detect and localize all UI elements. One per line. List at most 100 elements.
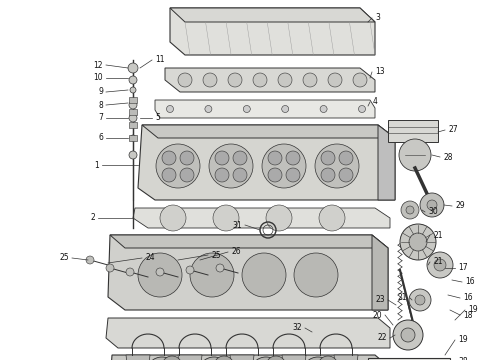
Text: 11: 11 (155, 55, 165, 64)
Circle shape (266, 205, 292, 231)
Circle shape (162, 168, 176, 182)
Circle shape (339, 168, 353, 182)
Circle shape (427, 200, 437, 210)
Text: 32: 32 (293, 324, 302, 333)
Text: 19: 19 (458, 336, 467, 345)
Circle shape (286, 168, 300, 182)
Circle shape (156, 268, 164, 276)
Circle shape (205, 105, 212, 112)
Circle shape (282, 105, 289, 112)
Text: 27: 27 (448, 126, 458, 135)
Text: 4: 4 (373, 98, 378, 107)
Circle shape (167, 105, 173, 112)
Text: 13: 13 (375, 68, 385, 77)
Polygon shape (138, 125, 395, 200)
Circle shape (303, 73, 317, 87)
Text: 7: 7 (98, 113, 103, 122)
Circle shape (215, 151, 229, 165)
Text: 20: 20 (372, 310, 382, 320)
Text: 2: 2 (90, 213, 95, 222)
Text: 9: 9 (98, 87, 103, 96)
Circle shape (250, 357, 282, 360)
Circle shape (318, 356, 338, 360)
Circle shape (214, 356, 234, 360)
Circle shape (129, 114, 137, 122)
Circle shape (180, 168, 194, 182)
Text: 25: 25 (59, 253, 69, 262)
Polygon shape (170, 8, 375, 55)
Text: 31: 31 (232, 220, 242, 230)
Circle shape (162, 151, 176, 165)
Polygon shape (372, 235, 388, 310)
Polygon shape (334, 355, 358, 360)
Text: 30: 30 (428, 207, 438, 216)
Circle shape (160, 205, 186, 231)
Circle shape (409, 233, 427, 251)
Circle shape (198, 357, 230, 360)
Text: 23: 23 (375, 296, 385, 305)
Circle shape (242, 253, 286, 297)
Polygon shape (129, 135, 137, 141)
Text: 28: 28 (443, 153, 452, 162)
Polygon shape (142, 125, 395, 138)
Text: 5: 5 (155, 113, 160, 122)
Circle shape (315, 144, 359, 188)
Circle shape (106, 264, 114, 272)
Circle shape (138, 253, 182, 297)
Polygon shape (129, 97, 137, 103)
Text: 6: 6 (98, 134, 103, 143)
Polygon shape (170, 8, 375, 22)
Polygon shape (126, 355, 150, 360)
Circle shape (415, 295, 425, 305)
Text: 22: 22 (377, 333, 387, 342)
Polygon shape (230, 355, 254, 360)
Circle shape (130, 87, 136, 93)
Circle shape (233, 168, 247, 182)
Circle shape (319, 205, 345, 231)
Text: 18: 18 (463, 310, 472, 320)
Circle shape (321, 168, 335, 182)
Circle shape (286, 151, 300, 165)
Circle shape (420, 193, 444, 217)
Text: 12: 12 (94, 60, 103, 69)
Circle shape (156, 144, 200, 188)
Circle shape (427, 252, 453, 278)
Circle shape (400, 224, 436, 260)
Polygon shape (129, 109, 137, 115)
Circle shape (126, 268, 134, 276)
Text: 21: 21 (433, 257, 442, 266)
Circle shape (339, 151, 353, 165)
Polygon shape (106, 318, 390, 348)
Circle shape (434, 259, 446, 271)
Circle shape (268, 168, 282, 182)
Circle shape (401, 328, 415, 342)
Circle shape (353, 73, 367, 87)
Text: 38: 38 (458, 357, 467, 360)
Circle shape (278, 73, 292, 87)
Circle shape (129, 76, 137, 84)
Text: 21: 21 (433, 230, 442, 239)
Text: 26: 26 (231, 248, 241, 256)
Circle shape (129, 151, 137, 159)
Polygon shape (110, 355, 388, 360)
Circle shape (190, 253, 234, 297)
Circle shape (409, 289, 431, 311)
Text: 16: 16 (465, 278, 475, 287)
Circle shape (146, 357, 178, 360)
Text: 10: 10 (94, 73, 103, 82)
Circle shape (406, 206, 414, 214)
Circle shape (294, 253, 338, 297)
Circle shape (302, 357, 334, 360)
Polygon shape (129, 122, 137, 128)
Circle shape (399, 139, 431, 171)
Polygon shape (108, 235, 388, 310)
Text: 8: 8 (98, 100, 103, 109)
Circle shape (203, 73, 217, 87)
Circle shape (253, 73, 267, 87)
Circle shape (86, 256, 94, 264)
Circle shape (162, 356, 182, 360)
Polygon shape (110, 235, 388, 248)
Text: 3: 3 (375, 13, 380, 22)
Circle shape (233, 151, 247, 165)
Polygon shape (178, 355, 202, 360)
